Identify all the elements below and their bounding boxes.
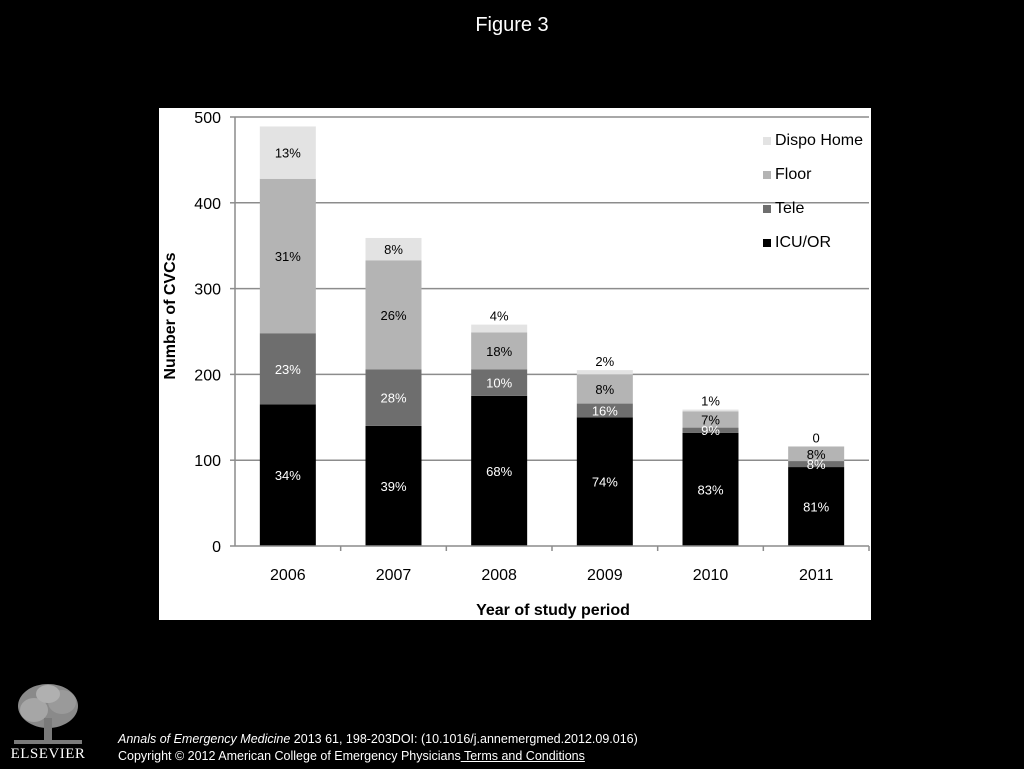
- data-label: 7%: [701, 412, 720, 427]
- bar-segment-tele: [259, 333, 316, 405]
- bars: [259, 126, 845, 546]
- x-tick-label: 2011: [799, 567, 834, 584]
- y-tick-label: 500: [194, 110, 221, 127]
- x-tick-label: 2008: [481, 567, 517, 584]
- citation-line: Annals of Emergency Medicine 2013 61, 19…: [118, 731, 638, 748]
- data-label: 8%: [595, 382, 614, 397]
- data-label: 16%: [592, 403, 618, 418]
- bar-segment-floor: [682, 411, 739, 428]
- bar-segment-icu-or: [471, 395, 528, 546]
- data-label: 81%: [803, 500, 829, 515]
- terms-link[interactable]: Terms and Conditions: [460, 749, 585, 763]
- y-tick-label: 300: [194, 282, 221, 299]
- legend-swatch: [763, 171, 771, 179]
- elsevier-logo: ELSEVIER: [8, 680, 88, 764]
- x-tick-label: 2007: [376, 567, 412, 584]
- elsevier-wordmark: ELSEVIER: [10, 746, 86, 762]
- bar-segment-floor: [788, 446, 845, 462]
- y-tick-label: 400: [194, 196, 221, 213]
- bar-segment-floor: [576, 374, 633, 404]
- bar-segment-dispo-home: [682, 409, 739, 412]
- x-tick-label: 2009: [587, 567, 623, 584]
- y-tick-label: 200: [194, 367, 221, 384]
- data-label: 83%: [697, 482, 723, 497]
- x-axis-title: Year of study period: [476, 602, 630, 619]
- x-tick-label: 2006: [270, 567, 306, 584]
- bar-segment-icu-or: [682, 432, 739, 546]
- bar-segment-tele: [682, 427, 739, 433]
- citation: Annals of Emergency Medicine 2013 61, 19…: [118, 731, 638, 765]
- data-label: 2%: [595, 354, 614, 369]
- bar-segment-icu-or: [576, 417, 633, 546]
- slide-title: Figure 3: [475, 14, 549, 36]
- legend-label: ICU/OR: [775, 234, 831, 251]
- chart-panel: 0 100 200 300 400 500 2006 2007 2008 2009 2010 2011…: [159, 108, 871, 620]
- bar-segment-floor: [471, 332, 528, 370]
- bar-segment-dispo-home: [471, 324, 528, 333]
- bar-segment-icu-or: [259, 404, 316, 546]
- journal-name: Annals of Emergency Medicine: [118, 732, 291, 746]
- data-label: 28%: [380, 391, 406, 406]
- bar-segment-dispo-home: [365, 237, 422, 261]
- data-label: 68%: [486, 464, 512, 479]
- bar-segment-tele: [365, 369, 422, 426]
- bar-segment-tele: [471, 369, 528, 396]
- data-label: 1%: [701, 394, 720, 409]
- data-label: 31%: [275, 249, 301, 264]
- legend: Dispo Home Floor Tele ICU/OR: [763, 132, 863, 251]
- bar-segment-dispo-home: [576, 370, 633, 375]
- gridlines: [235, 116, 869, 461]
- data-labels: 34% 23% 31% 13% 39% 28% 26% 8% 68% 10% 18% 4% 74% 16%…: [275, 146, 830, 515]
- axes: 0 100 200 300 400 500 2006 2007 2008 2009 2010 2011: [194, 110, 870, 584]
- bar-segment-floor: [259, 178, 316, 334]
- data-label: 74%: [592, 475, 618, 490]
- data-label: 8%: [384, 242, 403, 257]
- legend-label: Tele: [775, 200, 804, 217]
- bar-segment-tele: [788, 461, 845, 468]
- data-label: 18%: [486, 344, 512, 359]
- data-label: 0: [813, 430, 820, 445]
- bar-segment-tele: [576, 403, 633, 418]
- legend-label: Floor: [775, 166, 812, 183]
- y-tick-label: 100: [194, 453, 221, 470]
- bar-segment-dispo-home: [259, 126, 316, 179]
- data-label: 9%: [701, 423, 720, 438]
- x-tick-label: 2010: [693, 567, 729, 584]
- y-axis-title: Number of CVCs: [162, 252, 179, 379]
- legend-label: Dispo Home: [775, 132, 863, 149]
- data-label: 4%: [490, 309, 509, 324]
- data-label: 13%: [275, 146, 301, 161]
- bar-segment-icu-or: [788, 467, 845, 546]
- data-label: 26%: [380, 308, 406, 323]
- legend-swatch: [763, 137, 771, 145]
- data-label: 8%: [807, 447, 826, 462]
- copyright-line: Copyright © 2012 American College of Eme…: [118, 748, 638, 765]
- data-label: 8%: [807, 457, 826, 472]
- bar-segment-floor: [365, 260, 422, 370]
- citation-details: 2013 61, 198-203DOI: (10.1016/j.annemerg…: [290, 732, 638, 746]
- data-label: 23%: [275, 362, 301, 377]
- data-label: 10%: [486, 376, 512, 391]
- y-tick-label: 0: [212, 539, 221, 556]
- data-label: 34%: [275, 468, 301, 483]
- data-label: 39%: [380, 479, 406, 494]
- elsevier-tree-icon: [14, 684, 82, 744]
- legend-swatch: [763, 239, 771, 247]
- copyright-text: Copyright © 2012 American College of Eme…: [118, 749, 461, 763]
- stacked-bar-chart: 0 100 200 300 400 500 2006 2007 2008 2009 2010 2011…: [162, 110, 870, 619]
- bar-segment-icu-or: [365, 425, 422, 546]
- legend-swatch: [763, 205, 771, 213]
